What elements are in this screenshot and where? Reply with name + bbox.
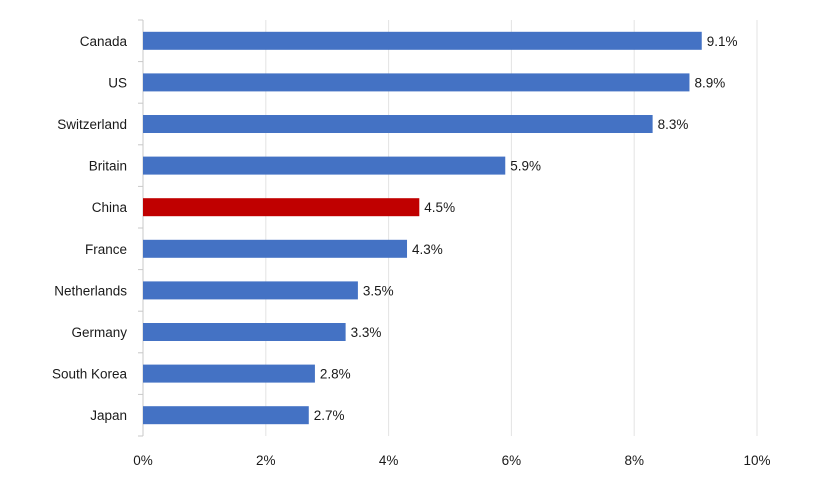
bar-switzerland (143, 115, 653, 133)
labels: 0% 2% 4% 6% 8% 10% Canada 9.1% US 8.9% Switzerland… (52, 34, 771, 468)
value-label-france: 4.3% (412, 242, 443, 257)
x-tick-label: 0% (133, 453, 153, 468)
category-label-japan: Japan (90, 408, 127, 423)
bar-netherlands (143, 281, 358, 300)
bar-france (143, 239, 408, 258)
bar-britain (143, 156, 506, 175)
x-tick-label: 6% (502, 453, 522, 468)
bar-germany (143, 323, 346, 341)
category-label-netherlands: Netherlands (54, 283, 127, 298)
value-label-switzerland: 8.3% (658, 117, 689, 132)
value-label-germany: 3.3% (351, 325, 382, 340)
x-tick-label: 10% (743, 453, 770, 468)
category-label-south-korea: South Korea (52, 367, 128, 382)
value-label-china: 4.5% (424, 200, 455, 215)
x-tick-label: 4% (379, 453, 399, 468)
bar-japan (143, 406, 309, 425)
x-tick-label: 8% (624, 453, 644, 468)
value-label-canada: 9.1% (707, 34, 738, 49)
value-label-japan: 2.7% (314, 408, 345, 423)
category-label-switzerland: Switzerland (57, 117, 127, 132)
bar-us (143, 73, 690, 92)
value-label-south-korea: 2.8% (320, 367, 351, 382)
bar-canada (143, 31, 702, 50)
axes (138, 19, 144, 437)
value-label-britain: 5.9% (510, 159, 541, 174)
bars (143, 31, 702, 425)
category-label-china: China (92, 200, 128, 215)
bar-china (143, 198, 420, 217)
value-label-us: 8.9% (694, 75, 725, 90)
category-label-britain: Britain (89, 159, 127, 174)
bar-south-korea (143, 364, 315, 383)
x-tick-label: 2% (256, 453, 276, 468)
category-label-us: US (108, 75, 127, 90)
value-label-netherlands: 3.5% (363, 283, 394, 298)
category-label-france: France (85, 242, 127, 257)
category-label-germany: Germany (71, 325, 127, 340)
category-label-canada: Canada (80, 34, 128, 49)
